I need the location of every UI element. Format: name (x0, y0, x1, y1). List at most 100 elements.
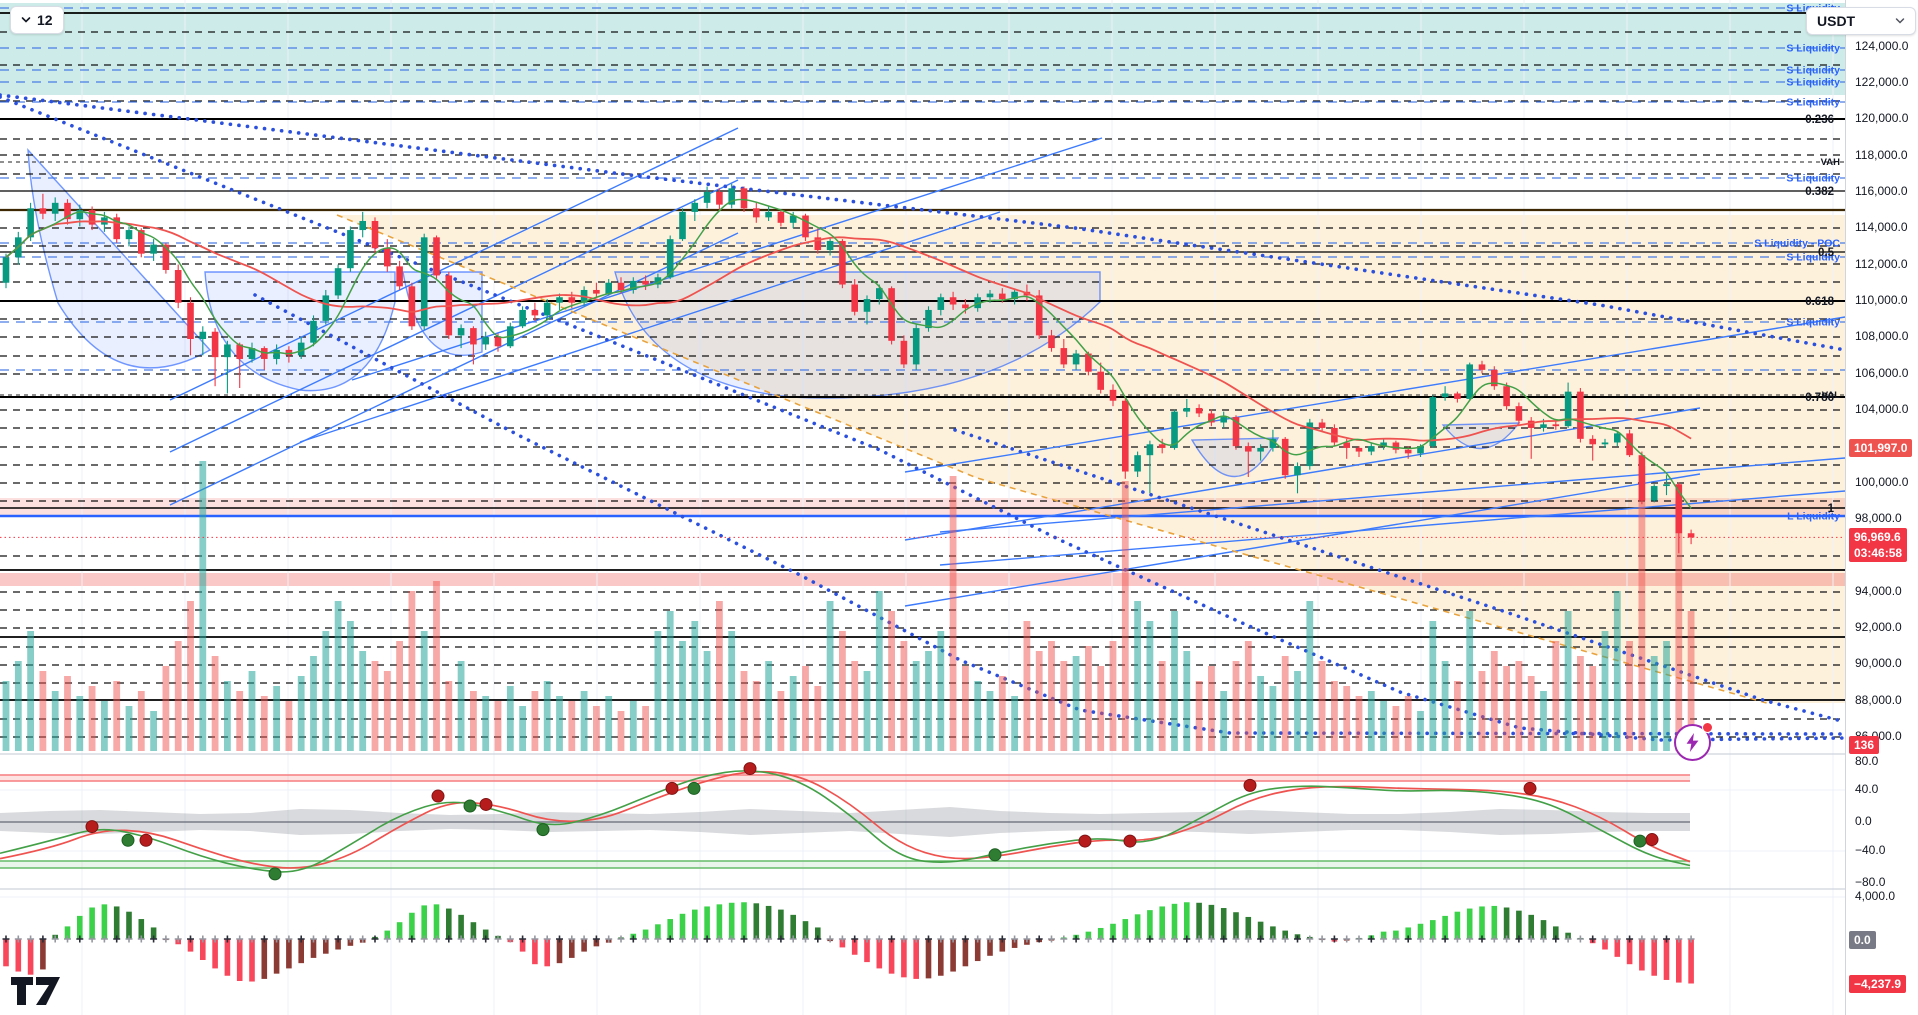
zero-cross-marker (76, 935, 84, 943)
candle-body (1085, 353, 1092, 372)
zero-cross-marker (1097, 935, 1105, 943)
zero-cross-marker (1478, 935, 1486, 943)
candle-body (1687, 533, 1695, 538)
zero-cross-marker (691, 935, 699, 943)
histogram-bar (1491, 905, 1498, 939)
alert-dot (1702, 722, 1713, 733)
tradingview-logo[interactable] (10, 973, 62, 1009)
volume-bar (1613, 591, 1621, 751)
cross-signal-dot (431, 789, 445, 803)
volume-bar (974, 681, 982, 751)
candle-body (1011, 291, 1018, 300)
volume-bar (1060, 661, 1068, 751)
candle-body (863, 299, 871, 312)
dotted-liquidity-curve (253, 293, 1847, 736)
candle-body (1589, 438, 1596, 445)
histogram-bar (716, 904, 723, 939)
volume-bar (986, 691, 994, 751)
zero-cross-marker (802, 935, 809, 943)
zero-cross-marker (1515, 935, 1523, 943)
histogram-bar (1479, 906, 1485, 939)
histogram-bar (593, 939, 600, 947)
candle-body (248, 348, 256, 359)
zero-cross-marker (260, 935, 268, 943)
timeframe-selector[interactable]: 12 (10, 6, 64, 34)
cross-signal-dot (1645, 833, 1659, 847)
zero-cross-marker (777, 935, 785, 943)
price-tick: 112,000.0 (1855, 257, 1908, 271)
candle-body (494, 337, 502, 347)
volume-bar (1232, 661, 1240, 751)
zero-cross-marker (1626, 935, 1634, 943)
histogram-bar (1393, 930, 1399, 939)
cross-signal-dot (1123, 834, 1137, 848)
candle-body (347, 230, 354, 269)
histogram-bar (1147, 910, 1153, 939)
zero-cross-marker (1035, 935, 1043, 943)
currency-selector[interactable]: USDT (1806, 7, 1916, 35)
zero-cross-marker (974, 935, 982, 943)
zero-cross-marker (1675, 935, 1683, 943)
candle-body (1122, 400, 1129, 472)
candle-body (1368, 446, 1375, 452)
volume-bar (51, 691, 59, 751)
zero-cross-marker (1060, 935, 1068, 943)
level-label: 0.786 (1805, 392, 1834, 404)
timeframe-label: 12 (37, 12, 53, 28)
histogram-bar (728, 902, 735, 939)
histogram-bar (544, 939, 550, 967)
candle-body (740, 188, 748, 209)
candle-body (728, 188, 735, 205)
histogram-bar (113, 906, 120, 939)
histogram-bar (470, 922, 477, 939)
zero-cross-marker (1171, 935, 1178, 943)
zero-cross-marker (1011, 935, 1019, 943)
channel-line (904, 407, 1701, 541)
histogram-bar (150, 927, 157, 939)
volume-bar (1183, 651, 1191, 751)
zero-cross-marker (1244, 935, 1252, 943)
candle-body (753, 208, 760, 218)
oscillator-tick: 80.0 (1855, 754, 1879, 768)
histogram-bar (224, 939, 231, 976)
price-tick: 100,000.0 (1855, 475, 1909, 489)
zero-cross-marker (1220, 935, 1228, 943)
volume-bar (371, 661, 379, 751)
candle-body (1208, 413, 1215, 423)
histogram-bar (1184, 902, 1190, 939)
volume-bar (998, 676, 1006, 751)
volume-bar (1023, 621, 1031, 751)
volume-bar (420, 631, 428, 751)
quick-trade-button[interactable] (1674, 722, 1713, 761)
zero-cross-marker (703, 935, 711, 943)
histogram-bar (999, 939, 1006, 952)
currency-label: USDT (1817, 13, 1856, 29)
zero-cross-marker (580, 935, 588, 943)
zero-cross-marker (912, 935, 920, 943)
candle-body (1466, 364, 1473, 399)
candle-body (1355, 447, 1363, 452)
price-axis[interactable]: 124,000.0 122,000.0 120,000.0 118,000.0 116,… (1845, 0, 1918, 1015)
volume-bar (1589, 666, 1597, 751)
price-tick: 108,000.0 (1855, 329, 1909, 343)
histogram-bar (446, 908, 452, 939)
zero-cross-marker (248, 935, 256, 943)
zero-cross-marker (310, 935, 317, 943)
histogram-bar (15, 939, 22, 972)
zero-cross-marker (2, 935, 10, 943)
volume-bar (482, 696, 490, 751)
oscillator-pane (0, 762, 1691, 881)
volume-bar (937, 631, 945, 751)
channel-line (939, 490, 1846, 566)
candle-body (322, 295, 330, 321)
volume-bar (347, 621, 354, 751)
zero-cross-marker (1195, 935, 1203, 943)
candle-body (605, 282, 612, 294)
histogram-bar (1651, 939, 1657, 976)
candle-body (1343, 442, 1350, 448)
oscillator-tick: 40.0 (1855, 782, 1879, 796)
histogram-bar (1528, 914, 1534, 939)
zero-cross-marker (469, 935, 477, 943)
histogram-bar (519, 939, 526, 952)
